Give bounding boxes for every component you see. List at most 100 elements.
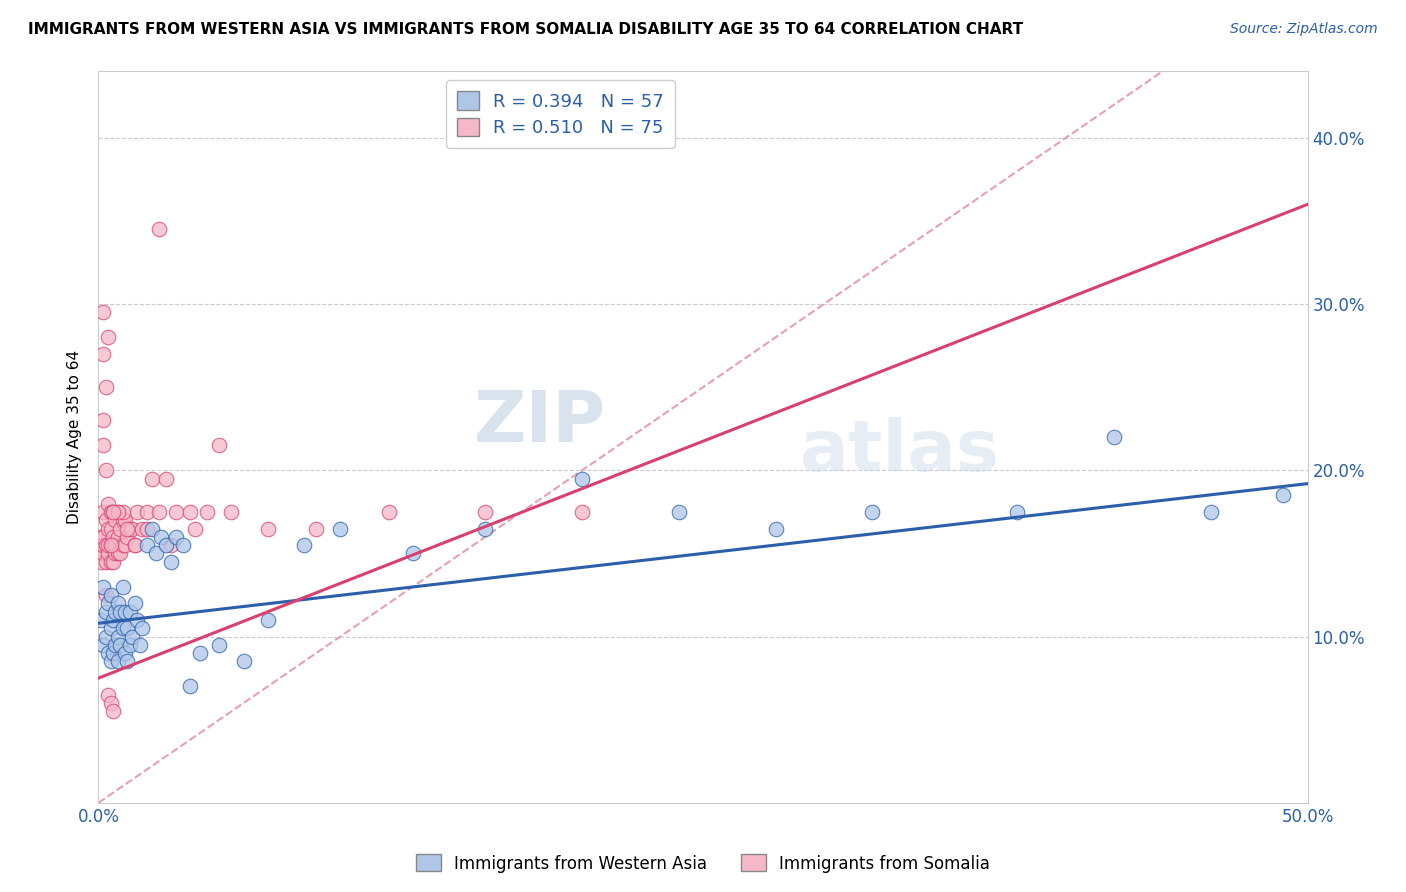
- Point: [94, 538, 117, 552]
- Point: [172, 538, 194, 552]
- Point: [107, 655, 129, 669]
- Point: [111, 538, 134, 552]
- Point: [141, 472, 163, 486]
- Point: [100, 655, 122, 669]
- Point: [474, 521, 496, 535]
- Point: [145, 546, 167, 560]
- Point: [100, 555, 122, 569]
- Point: [100, 521, 122, 535]
- Point: [94, 380, 117, 394]
- Point: [108, 546, 131, 560]
- Point: [127, 505, 149, 519]
- Point: [100, 621, 122, 635]
- Point: [256, 521, 278, 535]
- Point: [97, 497, 120, 511]
- Point: [114, 605, 136, 619]
- Text: Source: ZipAtlas.com: Source: ZipAtlas.com: [1230, 22, 1378, 37]
- Point: [101, 555, 124, 569]
- Point: [160, 555, 183, 569]
- Point: [208, 438, 231, 452]
- Point: [97, 538, 120, 552]
- Point: [148, 505, 170, 519]
- Point: [104, 605, 127, 619]
- Point: [94, 605, 117, 619]
- Point: [117, 530, 139, 544]
- Point: [91, 438, 114, 452]
- Point: [100, 538, 122, 552]
- Point: [124, 538, 146, 552]
- Point: [111, 580, 134, 594]
- Point: [111, 621, 134, 635]
- Point: [118, 605, 141, 619]
- Point: [571, 472, 593, 486]
- Point: [91, 538, 114, 552]
- Legend: R = 0.394   N = 57, R = 0.510   N = 75: R = 0.394 N = 57, R = 0.510 N = 75: [446, 80, 675, 148]
- Point: [108, 638, 131, 652]
- Point: [97, 330, 120, 344]
- Point: [155, 472, 177, 486]
- Point: [135, 521, 157, 535]
- Point: [94, 513, 117, 527]
- Point: [208, 638, 231, 652]
- Point: [107, 596, 129, 610]
- Point: [111, 505, 134, 519]
- Point: [165, 505, 187, 519]
- Point: [94, 630, 117, 644]
- Text: IMMIGRANTS FROM WESTERN ASIA VS IMMIGRANTS FROM SOMALIA DISABILITY AGE 35 TO 64 : IMMIGRANTS FROM WESTERN ASIA VS IMMIGRAN…: [28, 22, 1024, 37]
- Point: [91, 580, 114, 594]
- Legend: Immigrants from Western Asia, Immigrants from Somalia: Immigrants from Western Asia, Immigrants…: [409, 847, 997, 880]
- Point: [97, 521, 120, 535]
- Point: [94, 555, 117, 569]
- Point: [155, 538, 177, 552]
- Point: [101, 505, 124, 519]
- Point: [131, 521, 153, 535]
- Point: [184, 521, 207, 535]
- Point: [107, 546, 129, 560]
- Point: [100, 505, 122, 519]
- Point: [97, 596, 120, 610]
- Point: [141, 521, 163, 535]
- Point: [117, 621, 139, 635]
- Point: [94, 463, 117, 477]
- Point: [860, 505, 883, 519]
- Point: [90, 530, 112, 544]
- Point: [131, 621, 153, 635]
- Point: [179, 505, 201, 519]
- Point: [91, 505, 114, 519]
- Point: [124, 596, 146, 610]
- Point: [179, 680, 201, 694]
- Point: [256, 613, 278, 627]
- Point: [104, 638, 127, 652]
- Point: [107, 505, 129, 519]
- Point: [114, 646, 136, 660]
- Point: [1272, 488, 1295, 502]
- Point: [195, 505, 218, 519]
- Point: [117, 655, 139, 669]
- Point: [305, 521, 328, 535]
- Point: [148, 222, 170, 236]
- Point: [100, 538, 122, 552]
- Point: [1007, 505, 1029, 519]
- Point: [571, 505, 593, 519]
- Point: [107, 630, 129, 644]
- Point: [124, 538, 146, 552]
- Point: [765, 521, 787, 535]
- Text: atlas: atlas: [800, 417, 1000, 486]
- Point: [101, 705, 124, 719]
- Point: [160, 538, 183, 552]
- Point: [1199, 505, 1222, 519]
- Point: [128, 638, 150, 652]
- Point: [232, 655, 254, 669]
- Point: [91, 546, 114, 560]
- Point: [108, 521, 131, 535]
- Point: [90, 555, 112, 569]
- Point: [165, 530, 187, 544]
- Point: [91, 347, 114, 361]
- Point: [121, 630, 143, 644]
- Point: [97, 688, 120, 702]
- Point: [118, 521, 141, 535]
- Point: [101, 538, 124, 552]
- Point: [100, 696, 122, 710]
- Point: [377, 505, 399, 519]
- Point: [104, 513, 127, 527]
